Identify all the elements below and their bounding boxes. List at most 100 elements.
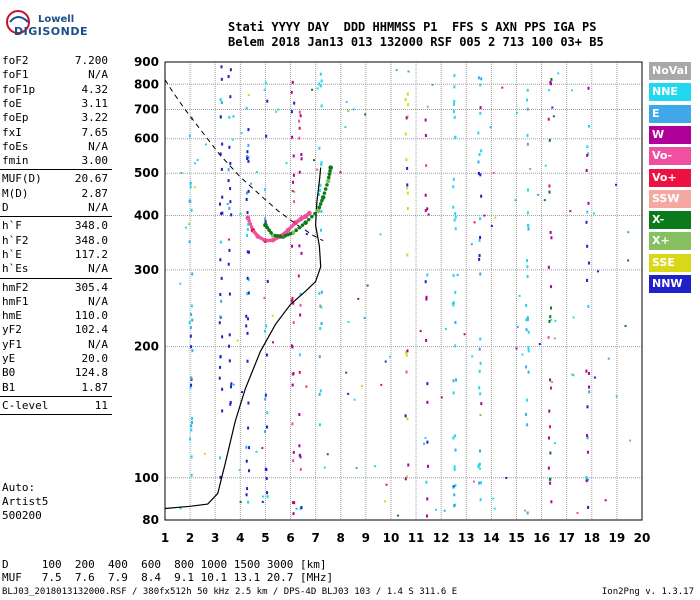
echo-point (452, 274, 455, 278)
param-value: 2.87 (81, 186, 109, 200)
echo-point (298, 136, 301, 140)
echo-point (525, 398, 528, 402)
param-row: D N/A (2, 201, 108, 215)
echo-point (320, 210, 323, 214)
x-tick-label: 12 (433, 531, 450, 545)
echo-point (220, 276, 223, 280)
echo-point (406, 253, 409, 257)
echo-point (405, 370, 408, 374)
echo-point (479, 217, 482, 221)
o-trace-point (254, 233, 259, 237)
echo-point (547, 466, 550, 470)
echo-point (523, 509, 526, 512)
echo-point (586, 434, 589, 438)
param-name: h`E (2, 247, 22, 261)
echo-point (407, 70, 410, 73)
echo-point (189, 181, 192, 185)
echo-point (426, 105, 429, 108)
x-tick-label: 15 (508, 531, 525, 545)
x-trace-point (315, 208, 321, 214)
param-value: 11 (94, 398, 108, 412)
file-footer: BLJ03_2018013132000.RSF / 380fx512h 50 k… (2, 587, 458, 597)
echo-point (551, 106, 554, 109)
echo-point (319, 183, 322, 187)
echo-point (311, 88, 314, 91)
echo-point (318, 355, 321, 359)
echo-point (479, 392, 482, 396)
param-value: 20.0 (81, 352, 109, 365)
echo-point (624, 325, 627, 328)
echo-point (292, 512, 295, 516)
echo-point (549, 315, 552, 319)
echo-point (291, 80, 294, 84)
echo-point (452, 391, 455, 395)
echo-point (261, 447, 264, 450)
echo-point (245, 314, 248, 318)
echo-point (380, 383, 383, 386)
echo-point (264, 430, 267, 434)
param-value: N/A (88, 139, 108, 153)
echo-point (547, 265, 550, 269)
echo-point (295, 507, 298, 510)
param-row: yF2 102.4 (2, 323, 108, 337)
echo-point (320, 79, 323, 83)
echo-point (547, 117, 550, 121)
echo-point (406, 166, 409, 170)
logo-line1: Lowell (38, 14, 75, 25)
echo-point (479, 449, 482, 453)
echo-point (478, 253, 481, 257)
legend-item: X+ (649, 232, 691, 251)
echo-point (527, 346, 530, 350)
auto-label: Auto: (2, 481, 36, 494)
echo-point (453, 218, 456, 222)
echo-point (407, 463, 410, 467)
echo-point (239, 212, 242, 215)
o-trace-point (306, 212, 311, 216)
echo-point (425, 338, 428, 342)
echo-point (220, 299, 223, 303)
echo-point (526, 107, 529, 111)
param-row: hmF2 305.4 (2, 281, 108, 295)
echo-point (263, 296, 266, 299)
echo-point (489, 126, 492, 129)
echo-point (477, 465, 480, 469)
echo-point (478, 239, 481, 243)
param-name: D (2, 201, 9, 214)
echo-point (477, 171, 480, 175)
echo-point (454, 212, 457, 216)
x-tick-label: 8 (337, 531, 345, 545)
echo-point (548, 319, 551, 323)
x-tick-label: 13 (458, 531, 475, 545)
logo-line2: DIGISONDE (14, 25, 88, 38)
echo-point (246, 157, 249, 161)
echo-point (479, 173, 482, 177)
echo-point (220, 100, 223, 104)
echo-point (232, 383, 235, 386)
echo-point (454, 136, 457, 140)
echo-point (191, 318, 194, 322)
echo-point (271, 314, 274, 317)
echo-point (426, 497, 429, 501)
echo-point (406, 92, 409, 96)
x-trace-point (297, 225, 302, 230)
echo-point (526, 511, 529, 515)
echo-point (246, 292, 249, 296)
echo-point (320, 228, 323, 232)
param-row: h`E 117.2 (2, 248, 108, 262)
echo-point (452, 379, 455, 383)
predicted-trace-dashed (164, 79, 324, 242)
echo-point (585, 369, 588, 373)
param-value: 124.8 (74, 366, 108, 380)
echo-point (219, 315, 222, 318)
echo-point (264, 81, 267, 85)
echo-point (404, 414, 407, 418)
echo-point (323, 466, 326, 469)
echo-point (245, 106, 248, 110)
echo-point (292, 372, 295, 376)
echo-point (395, 69, 398, 72)
echo-point (246, 228, 249, 232)
echo-point (345, 101, 348, 104)
echo-point (317, 192, 320, 196)
echo-point (452, 485, 455, 488)
echo-point (285, 162, 288, 165)
